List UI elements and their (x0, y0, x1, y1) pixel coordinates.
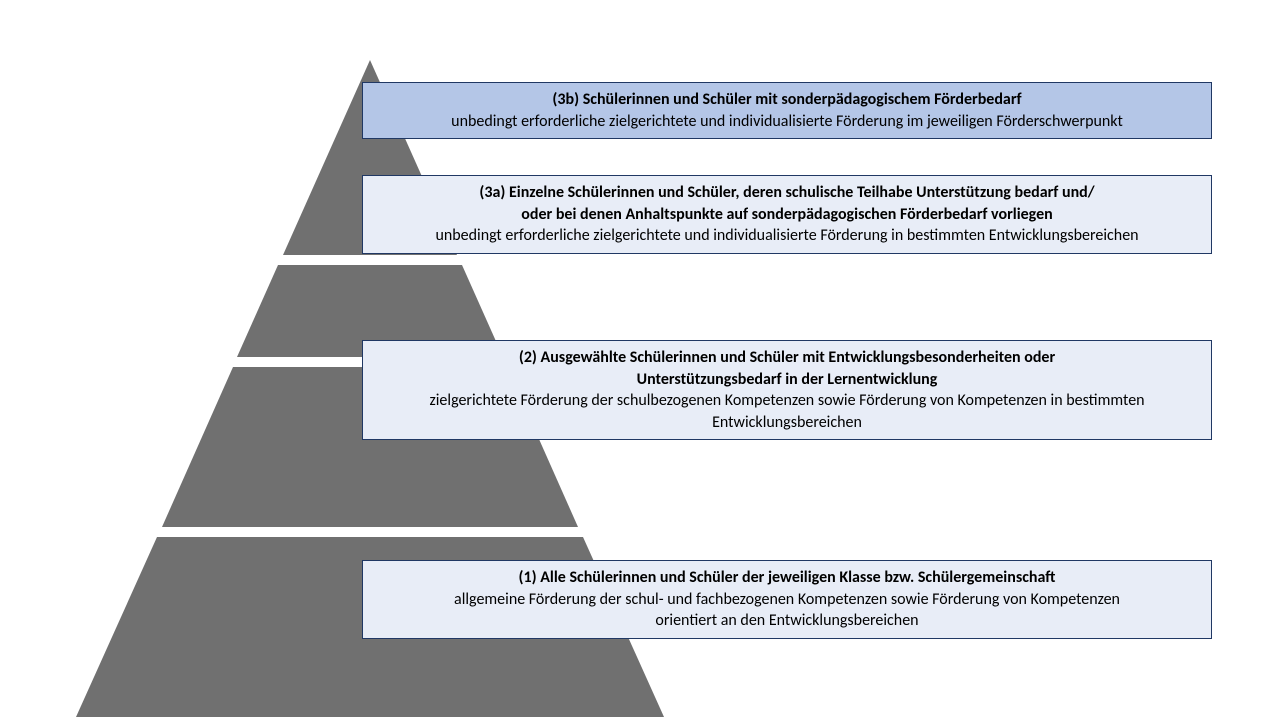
label-line: Entwicklungsbereichen (375, 412, 1199, 434)
label-line: unbedingt erforderliche zielgerichtete u… (375, 111, 1199, 133)
label-3a: (3a) Einzelne Schülerinnen und Schüler, … (362, 175, 1212, 254)
label-2: (2) Ausgewählte Schülerinnen und Schüler… (362, 340, 1212, 440)
label-bold-line: (3b) Schülerinnen und Schüler mit sonder… (375, 89, 1199, 111)
label-bold-line: (3a) Einzelne Schülerinnen und Schüler, … (375, 182, 1199, 204)
label-bold-line: oder bei denen Anhaltspunkte auf sonderp… (375, 204, 1199, 226)
label-bold-line: (2) Ausgewählte Schülerinnen und Schüler… (375, 347, 1199, 369)
label-line: unbedingt erforderliche zielgerichtete u… (375, 225, 1199, 247)
label-3b: (3b) Schülerinnen und Schüler mit sonder… (362, 82, 1212, 139)
label-bold-line: Unterstützungsbedarf in der Lernentwickl… (375, 369, 1199, 391)
label-line: zielgerichtete Förderung der schulbezoge… (375, 390, 1199, 412)
label-bold-line: (1) Alle Schülerinnen und Schüler der je… (375, 567, 1199, 589)
label-line: orientiert an den Entwicklungsbereichen (375, 610, 1199, 632)
label-1: (1) Alle Schülerinnen und Schüler der je… (362, 560, 1212, 639)
label-line: allgemeine Förderung der schul- und fach… (375, 589, 1199, 611)
